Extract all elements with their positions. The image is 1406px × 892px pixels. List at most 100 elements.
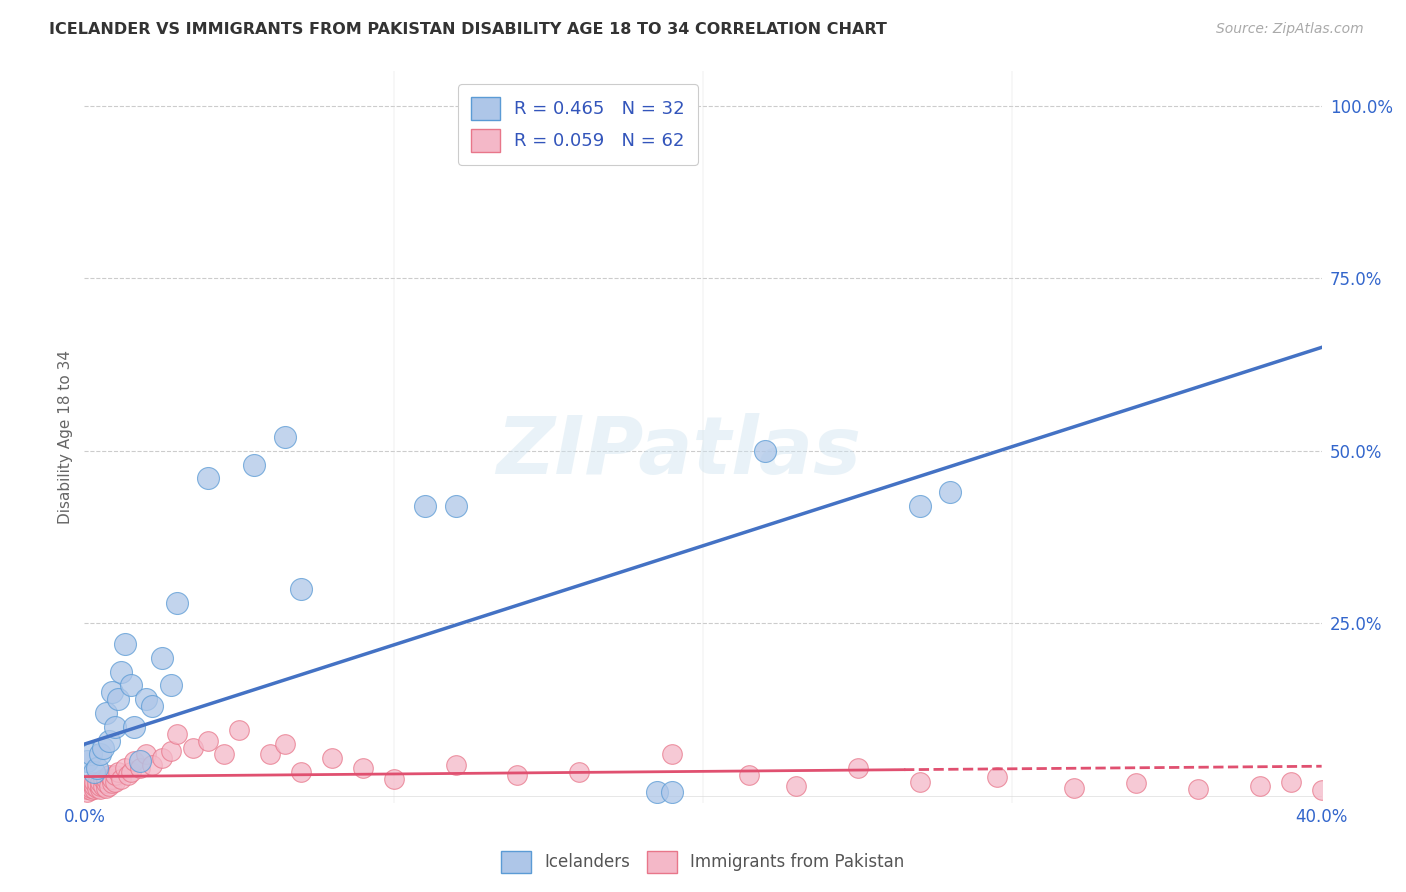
Point <box>160 678 183 692</box>
Point <box>83 779 105 793</box>
Point <box>83 782 105 797</box>
Point <box>94 780 117 795</box>
Point <box>94 772 117 786</box>
Text: ICELANDER VS IMMIGRANTS FROM PAKISTAN DISABILITY AGE 18 TO 34 CORRELATION CHART: ICELANDER VS IMMIGRANTS FROM PAKISTAN DI… <box>49 22 887 37</box>
Point <box>197 733 219 747</box>
Point <box>76 785 98 799</box>
Point <box>122 755 145 769</box>
Point <box>1249 779 1271 793</box>
Point <box>79 780 101 795</box>
Point <box>738 768 761 782</box>
Point <box>91 772 114 786</box>
Point <box>89 779 111 793</box>
Point <box>1125 776 1147 790</box>
Point <box>1187 782 1209 797</box>
Point <box>150 751 173 765</box>
Point <box>197 471 219 485</box>
Point <box>290 582 312 596</box>
Point <box>114 637 136 651</box>
Text: Source: ZipAtlas.com: Source: ZipAtlas.com <box>1216 22 1364 37</box>
Point <box>104 768 127 782</box>
Point <box>243 458 266 472</box>
Point <box>1279 775 1302 789</box>
Point <box>135 747 157 762</box>
Point <box>135 692 157 706</box>
Point <box>908 499 931 513</box>
Point <box>79 783 101 797</box>
Point <box>98 779 121 793</box>
Point <box>101 772 124 786</box>
Point <box>122 720 145 734</box>
Point <box>181 740 204 755</box>
Point <box>228 723 250 738</box>
Point <box>107 692 129 706</box>
Point <box>141 699 163 714</box>
Point <box>101 685 124 699</box>
Y-axis label: Disability Age 18 to 34: Disability Age 18 to 34 <box>58 350 73 524</box>
Point <box>86 780 108 795</box>
Point <box>104 720 127 734</box>
Point <box>120 678 142 692</box>
Point <box>321 751 343 765</box>
Legend: Icelanders, Immigrants from Pakistan: Icelanders, Immigrants from Pakistan <box>495 845 911 880</box>
Point <box>274 430 297 444</box>
Point <box>444 499 467 513</box>
Point <box>114 761 136 775</box>
Legend: R = 0.465   N = 32, R = 0.059   N = 62: R = 0.465 N = 32, R = 0.059 N = 62 <box>458 84 697 165</box>
Point <box>986 770 1008 784</box>
Point <box>86 761 108 775</box>
Point <box>83 764 105 779</box>
Point <box>76 782 98 797</box>
Point <box>908 775 931 789</box>
Point <box>382 772 405 786</box>
Point <box>98 768 121 782</box>
Point <box>129 755 152 769</box>
Point <box>166 596 188 610</box>
Point <box>259 747 281 762</box>
Point <box>1310 783 1333 797</box>
Point <box>110 665 132 679</box>
Point <box>1063 780 1085 795</box>
Point <box>98 733 121 747</box>
Point <box>785 779 807 793</box>
Point <box>568 764 591 779</box>
Point <box>413 499 436 513</box>
Point <box>846 761 869 775</box>
Point <box>89 782 111 797</box>
Point <box>79 747 101 762</box>
Point <box>89 775 111 789</box>
Point <box>120 764 142 779</box>
Point <box>101 776 124 790</box>
Point <box>91 740 114 755</box>
Point <box>129 761 152 775</box>
Point <box>104 775 127 789</box>
Point <box>939 485 962 500</box>
Point <box>117 768 139 782</box>
Point <box>166 727 188 741</box>
Point <box>94 776 117 790</box>
Point <box>83 775 105 789</box>
Text: ZIPatlas: ZIPatlas <box>496 413 860 491</box>
Point <box>76 755 98 769</box>
Point <box>86 776 108 790</box>
Point <box>141 757 163 772</box>
Point <box>94 706 117 720</box>
Point <box>352 761 374 775</box>
Point <box>160 744 183 758</box>
Point <box>76 779 98 793</box>
Point <box>645 785 668 799</box>
Point <box>110 772 132 786</box>
Point <box>107 764 129 779</box>
Point <box>506 768 529 782</box>
Point <box>91 779 114 793</box>
Point <box>754 443 776 458</box>
Point <box>661 747 683 762</box>
Point <box>661 785 683 799</box>
Point <box>444 757 467 772</box>
Point <box>150 651 173 665</box>
Point <box>290 764 312 779</box>
Point <box>212 747 235 762</box>
Point <box>89 747 111 762</box>
Point <box>79 776 101 790</box>
Point <box>274 737 297 751</box>
